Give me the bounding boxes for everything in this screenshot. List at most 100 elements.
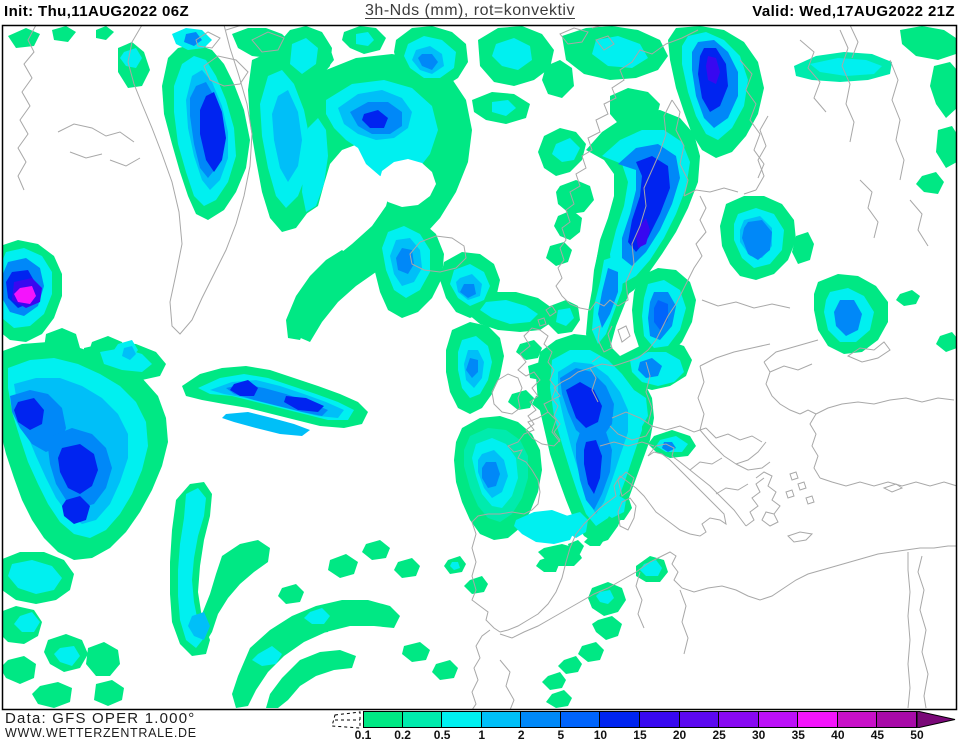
coastline xyxy=(589,195,707,369)
precip-area xyxy=(916,172,944,194)
coastline xyxy=(755,471,781,527)
precip-area xyxy=(232,28,292,58)
precip-area xyxy=(636,218,650,248)
coastline xyxy=(499,545,956,639)
precip-area xyxy=(834,300,862,336)
precip-area xyxy=(546,242,572,266)
precip-area xyxy=(514,510,576,544)
precip-area xyxy=(278,584,304,604)
precip-area xyxy=(100,348,152,372)
precip-area xyxy=(266,650,356,708)
coastline xyxy=(763,339,819,373)
coastline xyxy=(907,552,929,709)
coastline xyxy=(683,187,757,197)
coastline xyxy=(689,457,749,495)
coastline xyxy=(755,115,769,191)
coastline xyxy=(859,179,929,247)
precip-area xyxy=(200,92,226,172)
precip-area xyxy=(14,398,44,430)
coastline xyxy=(699,299,791,367)
precip-area xyxy=(546,690,572,708)
precip-area xyxy=(602,494,626,518)
precip-area xyxy=(558,656,582,674)
precip-area xyxy=(284,396,324,412)
precip-area xyxy=(272,90,302,182)
precip-area xyxy=(552,138,580,162)
coastline xyxy=(559,26,615,51)
precip-area xyxy=(596,590,614,604)
precip-area xyxy=(742,220,772,260)
coastline xyxy=(617,99,689,307)
coastline xyxy=(491,373,523,415)
coastline xyxy=(547,367,599,443)
precip-area xyxy=(302,118,328,212)
precip-area xyxy=(394,558,420,578)
precip-area xyxy=(464,576,488,594)
precip-area xyxy=(556,180,594,214)
coastline xyxy=(787,483,904,543)
coastline xyxy=(815,341,955,415)
precip-area xyxy=(706,56,720,84)
coastline xyxy=(763,361,821,479)
precip-area xyxy=(356,32,374,46)
coastline xyxy=(799,26,859,113)
precip-area xyxy=(556,308,574,326)
precip-area xyxy=(96,26,114,40)
coastline xyxy=(819,477,956,487)
precip-area xyxy=(936,332,956,352)
precip-area xyxy=(120,48,142,68)
coastline xyxy=(517,327,561,447)
coastline xyxy=(471,367,591,633)
precip-area xyxy=(930,62,956,118)
precip-area xyxy=(122,346,136,360)
coastline xyxy=(499,571,689,709)
coastline xyxy=(409,235,467,273)
coastline xyxy=(785,471,815,505)
coastline xyxy=(839,29,905,181)
coastline xyxy=(617,471,637,531)
precip-area xyxy=(542,672,566,690)
precip-area xyxy=(86,642,120,676)
precip-area xyxy=(542,60,574,98)
precip-area xyxy=(638,358,662,378)
precip-area xyxy=(516,340,542,360)
coastline xyxy=(17,26,37,191)
precip-area xyxy=(460,284,476,298)
precip-area xyxy=(566,382,602,428)
precip-area xyxy=(584,534,604,546)
coastline xyxy=(471,629,491,709)
coastline xyxy=(555,29,699,311)
precip-area xyxy=(528,362,546,380)
precip-area xyxy=(562,512,588,538)
precipitation-layer xyxy=(3,26,956,708)
precip-area xyxy=(362,540,390,560)
coastline xyxy=(57,123,141,167)
precip-area xyxy=(936,126,956,168)
precip-area xyxy=(14,612,40,632)
coastline xyxy=(645,361,705,431)
precip-area xyxy=(58,444,98,494)
precip-area xyxy=(252,646,282,666)
precip-area xyxy=(230,380,258,396)
precip-area xyxy=(466,358,478,378)
precip-area xyxy=(3,656,36,684)
precip-area xyxy=(432,660,458,680)
precip-area xyxy=(304,608,330,624)
precip-area xyxy=(592,36,648,68)
trace-amount-swatch xyxy=(331,711,361,729)
precip-area xyxy=(900,26,956,60)
coastline xyxy=(609,411,707,441)
precip-area xyxy=(492,38,532,70)
precip-area xyxy=(198,540,270,642)
precip-area xyxy=(94,680,124,706)
precip-area xyxy=(492,100,516,116)
precip-area xyxy=(184,32,202,46)
precip-area xyxy=(508,390,534,410)
precip-area xyxy=(396,248,414,274)
precip-area xyxy=(54,646,80,666)
coastline xyxy=(599,427,763,447)
precip-area xyxy=(578,642,604,662)
precip-area xyxy=(480,300,538,324)
precip-area xyxy=(328,554,358,578)
